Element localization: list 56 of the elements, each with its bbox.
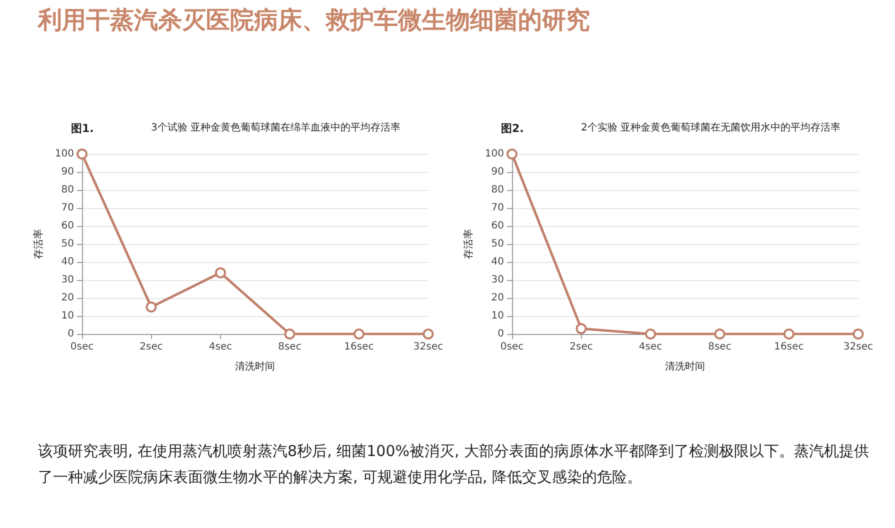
y-tick-label: 40 — [61, 256, 74, 268]
y-tick-label: 10 — [61, 310, 74, 322]
point — [353, 328, 364, 340]
y-tick-label: 50 — [491, 238, 504, 250]
y-tick-label: 50 — [61, 238, 74, 250]
y-tick-label: 90 — [491, 166, 504, 178]
x-axis-title: 清洗时间 — [235, 360, 276, 372]
point — [422, 328, 434, 340]
x-tick-label: 4sec — [208, 342, 232, 352]
y-tick-label: 60 — [491, 220, 504, 232]
x-tick-label: 4sec — [638, 342, 662, 352]
point — [644, 328, 656, 340]
x-tick-label: 0sec — [70, 342, 94, 352]
point — [714, 328, 726, 340]
x-tick-label: 16sec — [774, 342, 804, 352]
y-axis-title: 存活率 — [462, 229, 474, 259]
point — [284, 328, 296, 340]
chart-title: 图2. — [501, 122, 524, 135]
x-tick-label: 0sec — [500, 342, 524, 352]
point — [783, 328, 794, 340]
x-tick-label: 32sec — [843, 342, 874, 352]
text: 该项研究表明, 在使用蒸汽机喷射蒸汽8秒后, 细菌100%被消灭, 大部分表面的病原体水平都降到了检测极限以下。蒸汽机提供了一种减少医院病床表面微生物水平的解决方案, 可规避使用化学品, 降低交叉感染的危险。 — [38, 441, 870, 488]
x-tick-label: 16sec — [344, 342, 374, 352]
y-tick-label: 80 — [61, 184, 74, 196]
point — [506, 148, 518, 160]
x-tick-label: 8sec — [278, 342, 302, 352]
y-tick-label: 10 — [491, 310, 504, 322]
y-tick-label: 80 — [491, 184, 504, 196]
x-tick-label: 2sec — [140, 342, 163, 352]
chart-subtitle: 3个试验 亚种金黄色葡萄球菌在绵羊血液中的平均存活率 — [151, 122, 401, 134]
point — [146, 302, 157, 312]
y-tick-label: 60 — [61, 220, 74, 232]
y-tick-label: 100 — [54, 148, 74, 160]
point — [576, 323, 587, 334]
y-tick-label: 30 — [61, 274, 74, 286]
y-axis-title: 存活率 — [32, 229, 44, 259]
text: 利用干蒸汽杀灭医院病床、救护车微生物细菌的研究 — [38, 5, 590, 36]
chart-title: 图1. — [71, 122, 94, 135]
y-tick-label: 70 — [491, 202, 504, 214]
y-tick-label: 100 — [484, 148, 504, 160]
x-tick-label: 2sec — [570, 342, 593, 352]
x-tick-label: 8sec — [708, 342, 732, 352]
y-tick-label: 20 — [491, 292, 504, 304]
x-tick-label: 32sec — [413, 342, 444, 352]
point — [852, 328, 864, 340]
y-tick-label: 0 — [68, 328, 74, 340]
y-tick-label: 0 — [498, 328, 504, 340]
y-tick-label: 20 — [61, 292, 74, 304]
y-tick-label: 40 — [491, 256, 504, 268]
point — [76, 148, 88, 160]
y-tick-label: 90 — [61, 166, 74, 178]
y-tick-label: 70 — [61, 202, 74, 214]
y-tick-label: 30 — [491, 274, 504, 286]
point — [214, 267, 226, 278]
x-axis-title: 清洗时间 — [665, 360, 706, 372]
chart-subtitle: 2个实验 亚种金黄色葡萄球菌在无菌饮用水中的平均存活率 — [581, 122, 841, 134]
